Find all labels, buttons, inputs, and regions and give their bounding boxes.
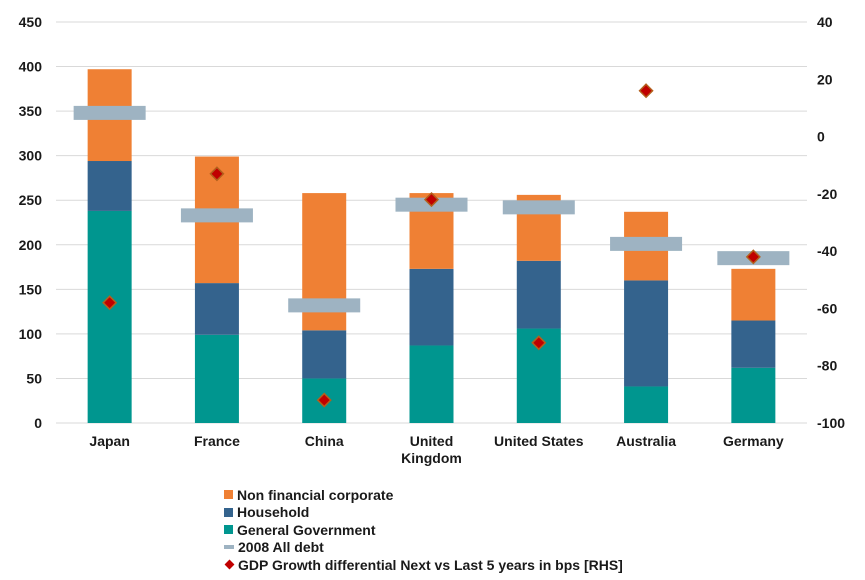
legend-item-2008: 2008 All debt xyxy=(224,539,844,557)
right-tick-label: -100 xyxy=(817,415,845,431)
bar-segment xyxy=(409,268,454,346)
bar-segment xyxy=(731,268,776,321)
right-tick-label: 0 xyxy=(817,129,825,145)
bar-segment xyxy=(731,320,776,368)
category-label: France xyxy=(194,433,240,449)
gdp-diamond xyxy=(209,166,225,182)
legend-swatch xyxy=(224,490,233,500)
legend-label: Non financial corporate xyxy=(237,486,394,503)
bar-segment xyxy=(194,283,239,335)
bar-segment xyxy=(516,260,561,329)
gdp-diamonds xyxy=(102,83,761,408)
right-tick-label: 40 xyxy=(817,14,833,30)
bar-segment xyxy=(302,330,347,379)
legend-item-gdp: GDP Growth differential Next vs Last 5 y… xyxy=(224,556,844,574)
left-axis: 0 50 100 150 200 250 300 350 400 450 xyxy=(19,14,43,431)
bar-segment xyxy=(87,210,132,423)
category-label: Germany xyxy=(723,433,784,449)
legend-item-nonfinancial: Non financial corporate xyxy=(224,486,844,504)
right-tick-label: -60 xyxy=(817,300,837,316)
gdp-diamond xyxy=(423,192,440,208)
bar-segment xyxy=(194,334,239,423)
category-label: Japan xyxy=(89,433,129,449)
category-label: United Kingdom xyxy=(401,433,462,466)
legend: Non financial corporate Household Genera… xyxy=(224,486,844,574)
marker-2008 xyxy=(180,208,253,223)
legend-label: 2008 All debt xyxy=(238,539,324,556)
marker-2008 xyxy=(73,105,146,120)
category-label: United States xyxy=(494,433,584,449)
legend-swatch xyxy=(224,507,233,517)
left-tick-label: 150 xyxy=(19,281,43,297)
gdp-diamond xyxy=(638,83,654,99)
gdp-diamond xyxy=(316,392,332,408)
marker-2008 xyxy=(610,236,683,251)
left-tick-label: 200 xyxy=(19,237,43,253)
bar-segment xyxy=(87,161,132,211)
right-tick-label: -20 xyxy=(817,186,837,202)
right-tick-label: -40 xyxy=(817,243,837,259)
bar-segment xyxy=(409,345,454,423)
left-tick-label: 450 xyxy=(19,14,43,30)
category-label: Australia xyxy=(616,433,676,449)
marker-2008 xyxy=(288,298,361,313)
gdp-diamond xyxy=(531,335,547,351)
left-tick-label: 250 xyxy=(19,192,43,208)
gdp-diamond xyxy=(102,295,118,311)
legend-label: GDP Growth differential Next vs Last 5 y… xyxy=(238,556,623,573)
left-tick-label: 100 xyxy=(19,326,43,342)
category-label: China xyxy=(305,433,344,449)
gdp-diamond xyxy=(745,249,761,265)
right-tick-label: 20 xyxy=(817,71,833,87)
left-tick-label: 400 xyxy=(19,59,43,75)
legend-label: General Government xyxy=(237,521,376,538)
legend-swatch xyxy=(224,525,233,535)
bars xyxy=(87,69,776,423)
left-tick-label: 0 xyxy=(34,415,42,431)
marker-2008 xyxy=(502,200,575,215)
bar-segment xyxy=(624,386,669,423)
left-tick-label: 300 xyxy=(19,148,43,164)
legend-swatch-diamond xyxy=(224,559,235,570)
right-axis: -100 -80 -60 -40 -20 0 20 40 xyxy=(817,14,845,431)
legend-swatch xyxy=(224,545,234,550)
category-labels: Japan France China United Kingdom United Stat… xyxy=(89,433,784,466)
legend-item-government: General Government xyxy=(224,521,844,539)
legend-item-household: Household xyxy=(224,504,844,522)
right-tick-label: -80 xyxy=(817,358,837,374)
left-tick-label: 350 xyxy=(19,103,43,119)
bar-segment xyxy=(624,280,669,387)
bar-segment xyxy=(731,367,776,423)
left-tick-label: 50 xyxy=(26,370,42,386)
legend-label: Household xyxy=(237,504,310,521)
